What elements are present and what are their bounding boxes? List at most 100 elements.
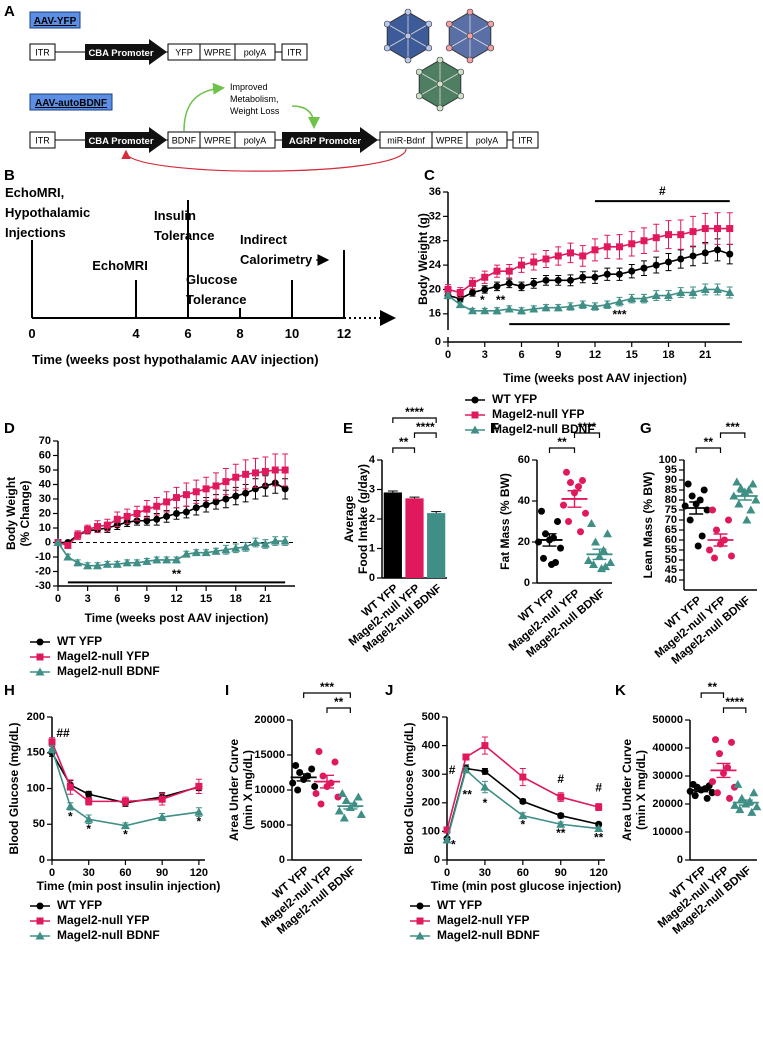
data-point [711,554,718,562]
data-point [157,812,167,821]
data-point [143,505,151,513]
data-point [331,758,339,766]
y-axis-label: Lean Mass (% BW) [641,472,655,579]
data-point [713,284,722,293]
data-point [252,469,259,477]
data-point [122,558,132,567]
y-tick-label: 100 [659,454,677,466]
x-tick-label: 12 [589,349,601,361]
significance-bracket [719,432,746,438]
y-tick-label: 0 [45,536,51,548]
data-point [469,279,476,287]
capsid-node [457,68,465,76]
legend-marker [35,667,45,676]
data-point [563,468,570,476]
error-bar [343,802,358,810]
construct-tag [29,93,113,111]
series-line [446,744,599,831]
y-tick-label: 10 [39,522,51,534]
arrow [183,82,225,132]
data-point [222,495,230,503]
data-point [505,267,513,275]
data-point [232,492,240,500]
panel-label: G [640,420,652,437]
data-point [85,797,93,805]
data-point [518,282,525,290]
y-tick-label: 60 [665,534,677,546]
data-point [481,285,489,293]
data-point [341,796,351,804]
effect-label: Weight Loss [230,106,280,116]
error-bar [716,762,731,779]
series-line [57,540,286,567]
data-point [103,521,111,529]
element-box [234,131,276,149]
data-point [602,300,612,309]
panel-label: H [4,682,15,699]
panel-label: J [385,682,393,699]
capsid-node [466,32,474,40]
data-point [241,542,251,551]
y-tick-label: 5000 [261,819,285,831]
data-point [694,542,702,550]
data-point [456,295,464,303]
element-box [466,131,508,149]
data-point [560,501,567,509]
annotation: * [197,815,202,829]
data-point [281,485,289,493]
y-tick-label: 70 [39,435,51,447]
data-point [469,289,476,296]
x-tick-label: 0 [444,867,450,879]
y-tick-label: 500 [422,711,440,723]
y-tick-label: 100 [422,825,440,837]
element-box [29,43,56,61]
panel-label: A [4,3,15,20]
x-tick-label: 21 [699,349,711,361]
data-point [578,300,588,309]
data-point [554,252,562,260]
data-point [182,491,190,499]
data-point [689,252,697,260]
data-point [594,824,604,833]
data-point [202,501,210,509]
y-axis-label: Blood Glucose (mg/dL) [402,723,416,855]
data-point [173,494,180,502]
significance-label: **** [405,405,424,419]
legend-marker [415,931,425,940]
capsid-node [415,92,423,100]
legend-label: Magel2-null YFP [492,407,584,421]
data-point [519,773,527,781]
capsid-edge [469,35,491,49]
y-tick-label: 40 [665,574,677,586]
data-point [590,302,600,311]
data-point [548,561,555,569]
y-tick-label: 2 [369,513,375,525]
element-label: WPRE [204,136,231,146]
data-point [334,806,344,815]
y-tick-label: 3 [369,483,375,495]
y-tick-label: 40 [518,495,530,507]
capsid-node [404,32,412,40]
data-point [271,466,279,474]
significance-bracket [722,707,747,713]
element-label: WPRE [204,48,231,58]
y-tick-label: 0 [39,854,45,866]
legend-label: WT YFP [492,392,537,406]
capsid-node [415,68,423,76]
data-point [749,788,759,797]
y-tick-label: 0 [524,577,530,589]
data-point [84,814,94,823]
y-tick-label: 60 [518,454,530,466]
annotation: * [480,293,485,307]
y-tick-label: 20 [518,536,530,548]
legend-marker [416,917,424,925]
panel-label: C [424,167,435,184]
tick-label: 12 [337,326,351,341]
tick-label: 10 [285,326,299,341]
legend-marker [35,931,45,940]
legend-marker [416,902,424,910]
y-axis-label: Average [342,495,356,542]
data-point [132,558,142,567]
data-point [444,285,452,293]
data-point [289,779,297,787]
